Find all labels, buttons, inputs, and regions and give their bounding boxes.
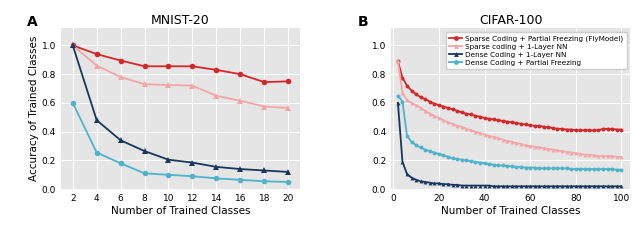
Title: CIFAR-100: CIFAR-100 xyxy=(479,14,543,27)
Text: A: A xyxy=(28,15,38,29)
Text: B: B xyxy=(358,15,368,29)
Title: MNIST-20: MNIST-20 xyxy=(151,14,210,27)
Legend: Sparse Coding + Partial Freezing (FlyModel), Sparse coding + 1-Layer NN, Dense C: Sparse Coding + Partial Freezing (FlyMod… xyxy=(445,32,627,69)
X-axis label: Number of Trained Classes: Number of Trained Classes xyxy=(111,206,250,216)
Y-axis label: Accuracy of Trained Classes: Accuracy of Trained Classes xyxy=(29,36,39,181)
X-axis label: Number of Trained Classes: Number of Trained Classes xyxy=(441,206,580,216)
